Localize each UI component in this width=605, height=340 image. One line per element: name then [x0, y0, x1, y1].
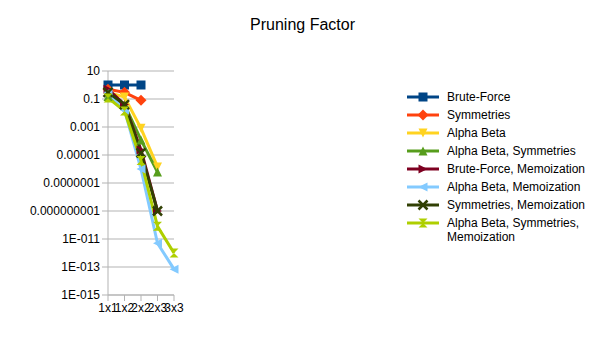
svg-text:0.1: 0.1 — [83, 92, 100, 106]
svg-text:0.001: 0.001 — [70, 120, 100, 134]
svg-text:10: 10 — [87, 64, 101, 78]
html-text:Symmetries: Symmetries — [447, 108, 511, 122]
svg-text:1x2: 1x2 — [114, 300, 135, 315]
html-text:Pruning Factor: Pruning Factor — [250, 16, 355, 33]
html-text:Alpha Beta, Symmetries: Alpha Beta, Symmetries — [447, 144, 576, 158]
svg-text:2x2: 2x2 — [131, 300, 151, 315]
svg-text:0.000000001: 0.000000001 — [30, 204, 100, 218]
html-text:Brute-Force, Memoization: Brute-Force, Memoization — [447, 162, 585, 176]
html-text:Brute-Force: Brute-Force — [447, 90, 511, 104]
svg-text:0.00001: 0.00001 — [57, 148, 101, 162]
svg-text:0.0000001: 0.0000001 — [43, 176, 100, 190]
svg-text:2x3: 2x3 — [147, 300, 168, 315]
svg-text:1x1: 1x1 — [98, 300, 118, 315]
html-text:Alpha Beta, Memoization: Alpha Beta, Memoization — [447, 180, 581, 194]
svg-text:3x3: 3x3 — [164, 301, 184, 315]
html-text:Alpha Beta: Alpha Beta — [447, 126, 506, 140]
html-text:Symmetries, Memoization: Symmetries, Memoization — [447, 198, 585, 212]
svg-text:1E-011: 1E-011 — [62, 232, 100, 246]
svg-text:1E-013: 1E-013 — [61, 260, 100, 274]
svg-text:1E-015: 1E-015 — [61, 288, 100, 302]
html-text:Alpha Beta, Symmetries, Memoiz: Alpha Beta, Symmetries, Memoization — [447, 216, 580, 244]
